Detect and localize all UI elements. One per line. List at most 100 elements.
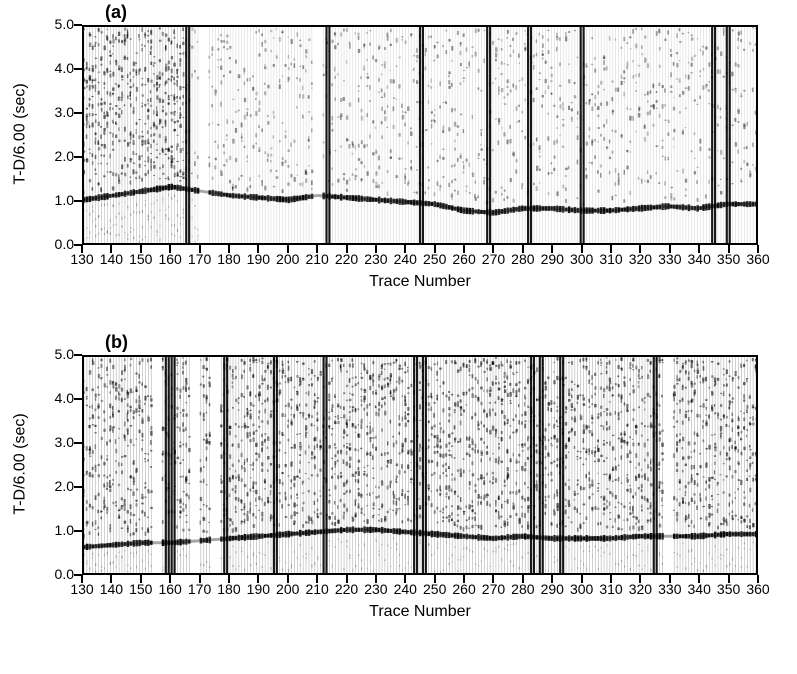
y-tick-mark — [74, 530, 82, 532]
x-tick-mark — [346, 575, 348, 583]
x-tick-mark — [199, 245, 201, 253]
y-tick-mark — [74, 112, 82, 114]
x-tick-mark — [404, 245, 406, 253]
x-tick-mark — [463, 245, 465, 253]
x-tick-mark — [169, 245, 171, 253]
y-tick-mark — [74, 354, 82, 356]
x-tick-mark — [639, 575, 641, 583]
x-tick-mark — [140, 575, 142, 583]
x-tick: 190 — [243, 251, 273, 267]
x-tick-mark — [228, 245, 230, 253]
x-tick-mark — [610, 245, 612, 253]
x-tick-mark — [110, 245, 112, 253]
x-tick-mark — [463, 575, 465, 583]
panel-a-x-label: Trace Number — [320, 273, 520, 291]
panel-a: (a) T-D/6.00 (sec) Trace Number 0.01.02.… — [0, 0, 797, 310]
x-tick: 150 — [126, 581, 156, 597]
x-tick: 150 — [126, 251, 156, 267]
x-tick-mark — [257, 575, 259, 583]
x-tick: 330 — [655, 581, 685, 597]
x-tick-mark — [728, 245, 730, 253]
y-tick-mark — [74, 442, 82, 444]
x-tick-mark — [669, 575, 671, 583]
x-tick: 300 — [567, 251, 597, 267]
x-tick: 140 — [96, 581, 126, 597]
y-tick: 1.0 — [44, 192, 74, 208]
x-tick-mark — [434, 575, 436, 583]
x-tick-mark — [228, 575, 230, 583]
x-tick: 130 — [67, 581, 97, 597]
x-tick-mark — [404, 575, 406, 583]
x-tick: 280 — [508, 581, 538, 597]
x-tick-mark — [140, 245, 142, 253]
x-tick-mark — [698, 245, 700, 253]
y-tick-mark — [74, 156, 82, 158]
y-tick: 3.0 — [44, 434, 74, 450]
x-tick-mark — [199, 575, 201, 583]
x-tick: 340 — [684, 581, 714, 597]
x-tick-mark — [639, 245, 641, 253]
x-tick-mark — [375, 245, 377, 253]
y-tick-mark — [74, 24, 82, 26]
x-tick: 320 — [625, 251, 655, 267]
panel-a-label: (a) — [105, 2, 127, 23]
x-tick: 330 — [655, 251, 685, 267]
x-tick: 210 — [302, 581, 332, 597]
x-tick: 360 — [743, 581, 773, 597]
x-tick: 220 — [332, 581, 362, 597]
x-tick: 230 — [361, 251, 391, 267]
panel-b-label: (b) — [105, 332, 128, 353]
x-tick: 180 — [214, 251, 244, 267]
panel-a-y-label: T-D/6.00 (sec) — [12, 83, 30, 184]
seismic-waveform — [84, 27, 756, 243]
x-tick: 320 — [625, 581, 655, 597]
x-tick: 270 — [478, 251, 508, 267]
x-tick: 160 — [155, 251, 185, 267]
y-tick: 2.0 — [44, 478, 74, 494]
x-tick: 250 — [420, 581, 450, 597]
x-tick-mark — [257, 245, 259, 253]
x-tick: 290 — [537, 251, 567, 267]
x-tick: 170 — [185, 581, 215, 597]
x-tick-mark — [81, 245, 83, 253]
x-tick: 350 — [714, 581, 744, 597]
panel-b-plot — [82, 355, 758, 575]
x-tick: 160 — [155, 581, 185, 597]
x-tick: 230 — [361, 581, 391, 597]
y-tick: 5.0 — [44, 16, 74, 32]
x-tick-mark — [169, 575, 171, 583]
y-tick: 4.0 — [44, 60, 74, 76]
x-tick-mark — [492, 245, 494, 253]
x-tick: 260 — [449, 581, 479, 597]
x-tick-mark — [757, 245, 759, 253]
x-tick-mark — [110, 575, 112, 583]
x-tick-mark — [316, 575, 318, 583]
x-tick-mark — [551, 575, 553, 583]
x-tick-mark — [287, 575, 289, 583]
x-tick-mark — [581, 575, 583, 583]
x-tick-mark — [581, 245, 583, 253]
y-tick: 2.0 — [44, 148, 74, 164]
x-tick: 360 — [743, 251, 773, 267]
y-tick-mark — [74, 200, 82, 202]
x-tick: 190 — [243, 581, 273, 597]
x-tick: 200 — [273, 581, 303, 597]
x-tick-mark — [316, 245, 318, 253]
x-tick-mark — [669, 245, 671, 253]
x-tick: 140 — [96, 251, 126, 267]
x-tick-mark — [610, 575, 612, 583]
x-tick: 310 — [596, 581, 626, 597]
panel-a-plot — [82, 25, 758, 245]
x-tick-mark — [375, 575, 377, 583]
x-tick: 250 — [420, 251, 450, 267]
y-tick: 0.0 — [44, 566, 74, 582]
x-tick: 270 — [478, 581, 508, 597]
x-tick: 170 — [185, 251, 215, 267]
y-tick-mark — [74, 398, 82, 400]
x-tick-mark — [434, 245, 436, 253]
panel-b: (b) T-D/6.00 (sec) Trace Number 0.01.02.… — [0, 330, 797, 640]
x-tick-mark — [492, 575, 494, 583]
x-tick: 280 — [508, 251, 538, 267]
y-tick: 1.0 — [44, 522, 74, 538]
y-tick-mark — [74, 486, 82, 488]
